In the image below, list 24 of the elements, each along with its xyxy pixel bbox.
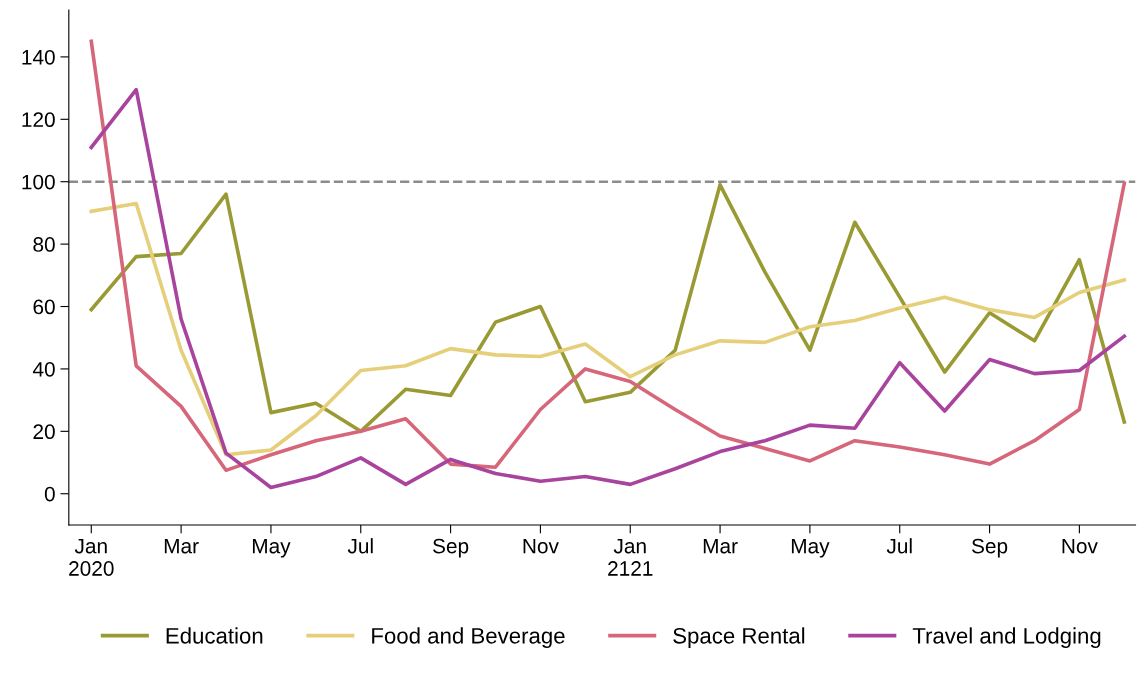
legend-label: Space Rental xyxy=(673,627,805,649)
y-tick-label: 40 xyxy=(32,361,55,377)
x-tick-label: Mar xyxy=(703,538,738,554)
y-tick-label: 80 xyxy=(33,237,55,252)
x-tick-label: Jan 2121 xyxy=(608,538,653,576)
x-tick-label: Jul xyxy=(886,538,912,554)
y-tick-label: 140 xyxy=(22,49,55,65)
x-tick-label: Jul xyxy=(347,538,373,554)
legend-label: Food and Beverage xyxy=(372,627,565,649)
x-tick-label: May xyxy=(791,538,830,558)
y-tick-label: 20 xyxy=(33,424,55,440)
x-tick-label: Nov xyxy=(523,538,559,554)
x-tick-label: Nov xyxy=(1062,538,1098,554)
x-tick-label: Jan 2020 xyxy=(69,538,114,576)
x-tick-label: Sep xyxy=(433,538,469,558)
legend-label: Travel and Lodging xyxy=(912,627,1101,649)
legend-label: Education xyxy=(166,627,263,644)
x-tick-label: May xyxy=(252,538,291,558)
y-tick-label: 120 xyxy=(22,112,55,128)
x-tick-label: Sep xyxy=(971,538,1008,558)
y-tick-label: 60 xyxy=(33,299,55,315)
x-tick-label: Mar xyxy=(164,538,199,554)
y-tick-label: 100 xyxy=(22,174,55,190)
y-tick-label: 0 xyxy=(44,486,55,502)
